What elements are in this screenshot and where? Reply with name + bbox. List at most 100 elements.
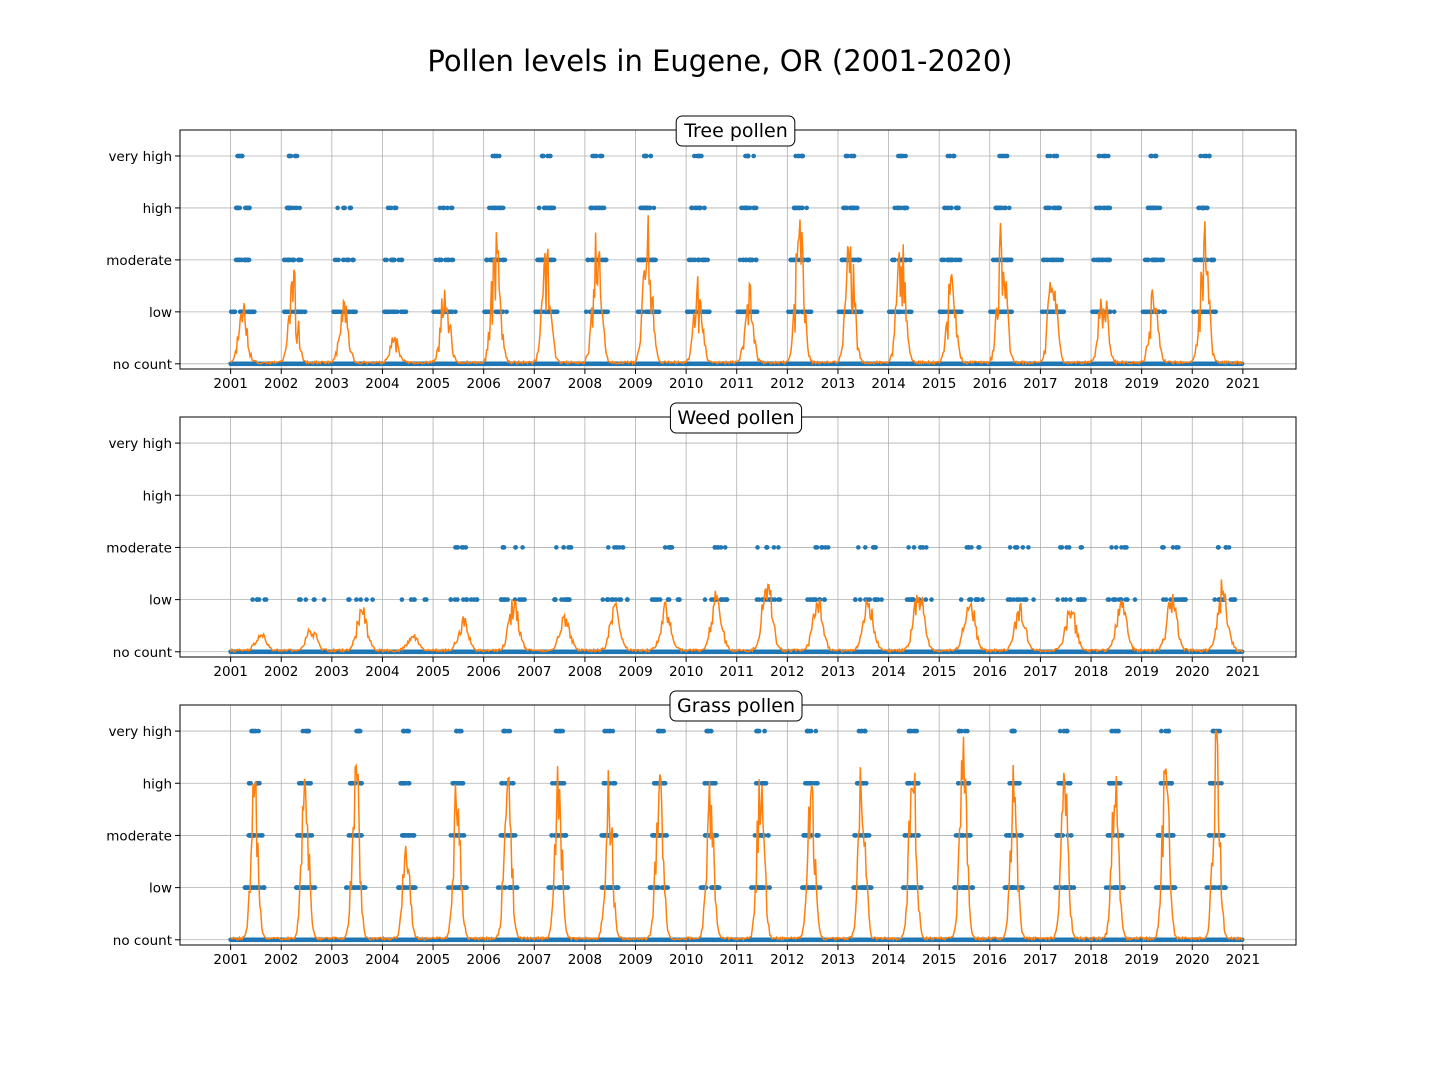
x-tick-label: 2021 — [1226, 376, 1260, 392]
data-point — [1144, 257, 1150, 263]
data-point — [309, 833, 314, 838]
data-point — [1113, 597, 1118, 602]
data-point — [743, 257, 749, 263]
data-point — [342, 205, 348, 211]
x-tick-label: 2015 — [922, 376, 956, 392]
data-point — [540, 153, 545, 159]
data-point — [1096, 205, 1101, 211]
data-point — [1003, 205, 1008, 211]
data-point — [676, 597, 682, 602]
data-point — [250, 597, 255, 602]
data-point — [492, 153, 497, 159]
data-point — [977, 545, 982, 550]
data-point — [555, 309, 560, 315]
data-point — [431, 309, 436, 315]
data-point — [1097, 153, 1102, 159]
data-point — [1105, 597, 1111, 602]
data-point — [299, 309, 305, 315]
x-tick-label: 2013 — [821, 664, 855, 680]
data-point — [606, 545, 611, 550]
data-point — [250, 728, 256, 734]
data-point — [1223, 545, 1229, 550]
data-point — [797, 205, 803, 211]
data-point — [436, 309, 442, 315]
data-point — [336, 257, 341, 263]
data-point — [666, 597, 672, 602]
data-point — [1123, 597, 1128, 602]
data-point — [384, 309, 390, 315]
data-point — [296, 781, 302, 786]
y-tick-label: low — [149, 593, 172, 609]
panel-tree-pollen: 2001 2002 2003 2004 2005 2006 2007 2008 2009 2010… — [106, 115, 1297, 392]
data-point — [692, 153, 697, 159]
data-point — [236, 257, 242, 263]
data-point — [548, 153, 553, 159]
x-tick-label: 2019 — [1124, 376, 1158, 392]
data-point — [370, 597, 375, 602]
data-point — [795, 153, 801, 159]
data-point — [1152, 257, 1157, 263]
data-point — [382, 257, 388, 263]
data-point — [1100, 257, 1105, 263]
x-tick-label: 2017 — [1023, 664, 1057, 680]
y-tick-label: no count — [113, 645, 172, 661]
data-point — [771, 545, 777, 550]
data-point — [552, 597, 558, 602]
data-point — [595, 205, 601, 211]
data-point — [345, 257, 351, 263]
data-point — [1047, 257, 1053, 263]
y-tick-label: low — [149, 305, 172, 321]
data-point — [647, 205, 652, 211]
data-point — [1228, 597, 1234, 602]
data-point — [1058, 545, 1063, 550]
data-point — [497, 153, 502, 159]
data-point — [613, 597, 619, 602]
data-point — [852, 597, 858, 602]
data-point — [286, 153, 292, 159]
data-point — [448, 597, 454, 602]
data-point — [247, 309, 253, 315]
data-point — [772, 597, 777, 602]
data-point — [455, 597, 460, 602]
data-point — [1007, 545, 1013, 550]
data-point — [498, 597, 504, 602]
data-point — [606, 597, 611, 602]
data-point — [1055, 597, 1060, 602]
data-point — [246, 205, 251, 211]
x-tick-label: 2003 — [315, 376, 349, 392]
data-point — [1132, 597, 1138, 602]
data-point — [1055, 205, 1060, 211]
data-point — [1113, 545, 1119, 550]
data-point — [894, 205, 900, 211]
data-point — [1005, 597, 1011, 602]
data-point — [1007, 309, 1013, 315]
data-point — [1103, 153, 1109, 159]
data-point — [358, 597, 364, 602]
data-point — [806, 309, 811, 315]
data-point — [620, 545, 626, 550]
data-point — [347, 597, 352, 602]
data-point — [879, 597, 884, 602]
data-point — [635, 309, 641, 315]
data-point — [1122, 545, 1127, 550]
data-point — [1092, 309, 1098, 315]
data-point — [973, 597, 979, 602]
data-point — [1056, 257, 1061, 263]
data-point — [600, 257, 605, 263]
data-point — [777, 597, 783, 602]
data-point — [739, 205, 744, 211]
data-point — [588, 205, 594, 211]
data-point — [449, 205, 455, 211]
y-tick-label: very high — [108, 436, 172, 452]
data-point — [854, 257, 860, 263]
data-point — [1001, 309, 1007, 315]
data-point — [718, 545, 724, 550]
data-point — [1196, 205, 1201, 211]
data-point — [300, 885, 305, 890]
data-point — [501, 545, 507, 550]
data-point — [353, 309, 358, 315]
data-point — [1157, 205, 1163, 211]
data-point — [840, 257, 845, 263]
data-point — [433, 257, 439, 263]
data-point — [233, 257, 239, 263]
